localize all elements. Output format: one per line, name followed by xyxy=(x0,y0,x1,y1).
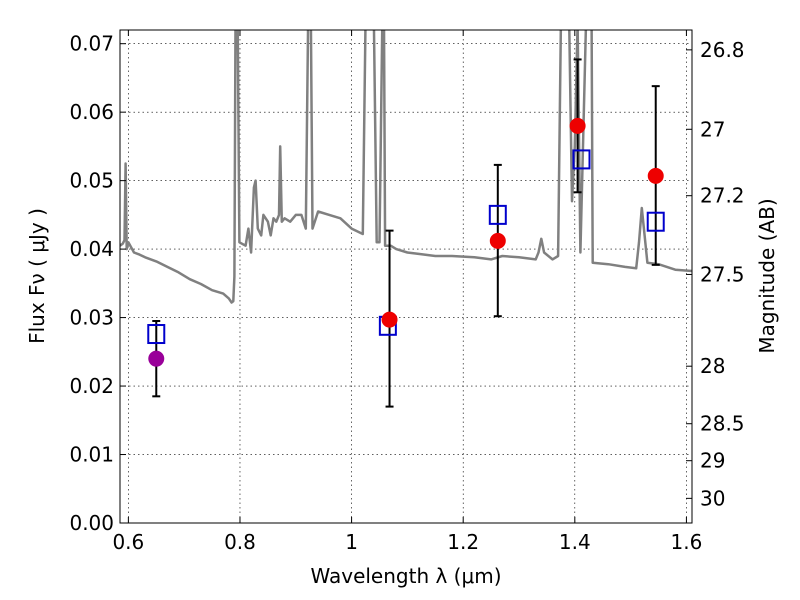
data-marks xyxy=(147,58,665,408)
y-tick-label: 0.00 xyxy=(69,511,114,535)
ticks: 0.6 0.8 1 1.2 1.4 1.6 0.00 0.01 0.02 0.03 0.04 0.05… xyxy=(69,30,745,554)
observed-point xyxy=(569,117,586,134)
right-tick-label: 26.8 xyxy=(700,38,745,62)
y-tick-label: 0.03 xyxy=(69,306,114,330)
right-tick-label: 29 xyxy=(700,449,725,473)
model-square xyxy=(646,211,665,232)
y-tick-label: 0.07 xyxy=(69,32,114,56)
observed-point xyxy=(647,167,664,184)
x-tick-label: 0.6 xyxy=(112,530,144,554)
y-axis-label: Flux Fν ( μJy ) xyxy=(25,208,49,344)
model-square xyxy=(488,204,507,225)
x-tick-label: 0.8 xyxy=(224,530,256,554)
observed-point xyxy=(489,232,506,249)
y-tick-label: 0.04 xyxy=(69,237,114,261)
plot-background xyxy=(120,30,692,523)
x-tick-label: 1 xyxy=(345,530,358,554)
x-tick-label: 1.2 xyxy=(447,530,479,554)
observed-point xyxy=(148,350,165,367)
right-tick-label: 27.5 xyxy=(700,262,745,286)
y-tick-label: 0.01 xyxy=(69,443,114,467)
right-tick-label: 27.2 xyxy=(700,184,745,208)
observed-point xyxy=(381,311,398,328)
x-axis-label: Wavelength λ (μm) xyxy=(310,564,501,588)
x-tick-label: 1.4 xyxy=(559,530,591,554)
y-tick-label: 0.05 xyxy=(69,169,114,193)
x-tick-label: 1.6 xyxy=(671,530,703,554)
y-tick-label: 0.02 xyxy=(69,374,114,398)
model-square xyxy=(147,324,166,345)
right-tick-label: 27 xyxy=(700,117,725,141)
right-axis-label: Magnitude (AB) xyxy=(755,198,779,353)
right-tick-label: 28 xyxy=(700,354,725,378)
plot-frame xyxy=(119,29,693,524)
right-tick-label: 30 xyxy=(700,486,725,510)
model-square xyxy=(572,149,591,170)
right-tick-label: 28.5 xyxy=(700,412,745,436)
y-tick-label: 0.06 xyxy=(69,100,114,124)
